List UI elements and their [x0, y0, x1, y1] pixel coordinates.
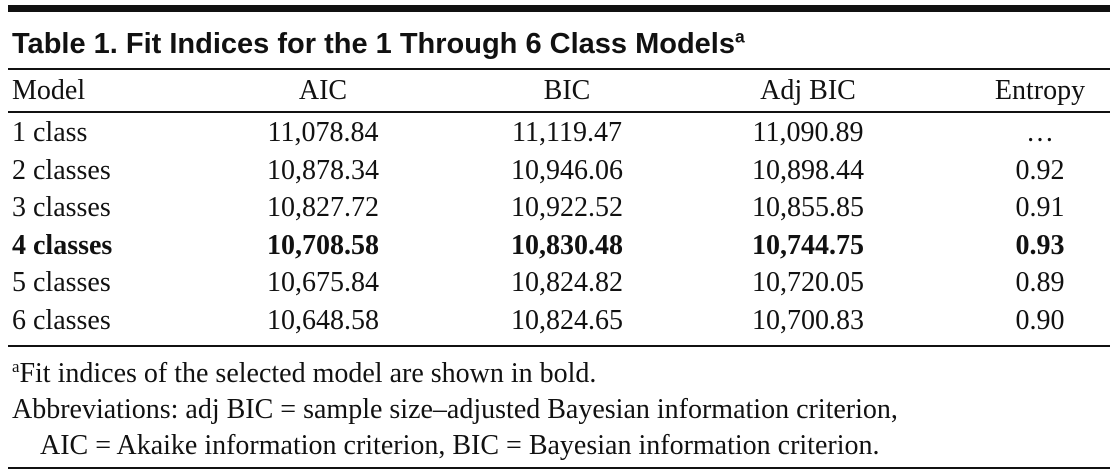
column-header: Entropy: [994, 75, 1086, 106]
cell: 11,090.89: [752, 117, 864, 148]
bottom-rule: [8, 467, 1110, 469]
title-note-mark: a: [734, 26, 745, 47]
row-label: 2 classes: [12, 154, 111, 186]
cell: 10,648.58: [267, 305, 379, 336]
footnote-mark: a: [12, 356, 20, 376]
title-text: Table 1. Fit Indices for the 1 Through 6…: [12, 28, 735, 60]
cell: 11,078.84: [267, 117, 379, 148]
cell: 10,824.82: [511, 267, 623, 299]
cell: 0.93: [1015, 229, 1065, 261]
cell: …: [1026, 117, 1054, 148]
cell: 10,878.34: [267, 154, 379, 186]
row-label: 4 classes: [12, 229, 113, 261]
cell: 11,119.47: [512, 117, 622, 148]
abbreviations-line: AIC = Akaike information criterion, BIC …: [40, 430, 880, 461]
body-rule: [8, 345, 1110, 347]
cell: 10,946.06: [511, 154, 623, 186]
table-title: Table 1. Fit Indices for the 1 Through 6…: [12, 27, 745, 61]
cell: 0.90: [1015, 305, 1065, 336]
cell: 10,830.48: [511, 229, 623, 261]
column-header: Adj BIC: [760, 75, 856, 106]
cell: 0.92: [1015, 154, 1065, 186]
cell: 0.91: [1015, 192, 1065, 224]
cell: 10,855.85: [752, 192, 864, 224]
cell: 0.89: [1015, 267, 1065, 299]
footnote: aFit indices of the selected model are s…: [12, 357, 596, 391]
cell: 10,898.44: [752, 154, 864, 186]
cell: 10,744.75: [752, 229, 864, 261]
column-header: AIC: [298, 75, 348, 106]
cell: 10,922.52: [511, 192, 623, 224]
cell: 10,827.72: [267, 192, 379, 224]
cell: 10,700.83: [752, 305, 864, 336]
row-label: 6 classes: [12, 305, 111, 336]
row-label: 5 classes: [12, 267, 111, 299]
column-header: BIC: [543, 75, 591, 106]
top-rule: [8, 5, 1110, 12]
cell: 10,824.65: [511, 305, 623, 336]
column-header: Model: [12, 75, 86, 106]
header-rule: [8, 111, 1110, 113]
title-rule: [8, 68, 1110, 70]
row-label: 1 class: [12, 117, 88, 148]
row-label: 3 classes: [12, 192, 111, 224]
abbreviations-line: Abbreviations: adj BIC = sample size–adj…: [12, 394, 898, 425]
cell: 10,708.58: [267, 229, 379, 261]
cell: 10,675.84: [267, 267, 379, 299]
cell: 10,720.05: [752, 267, 864, 299]
footnote-text: Fit indices of the selected model are sh…: [19, 358, 597, 389]
